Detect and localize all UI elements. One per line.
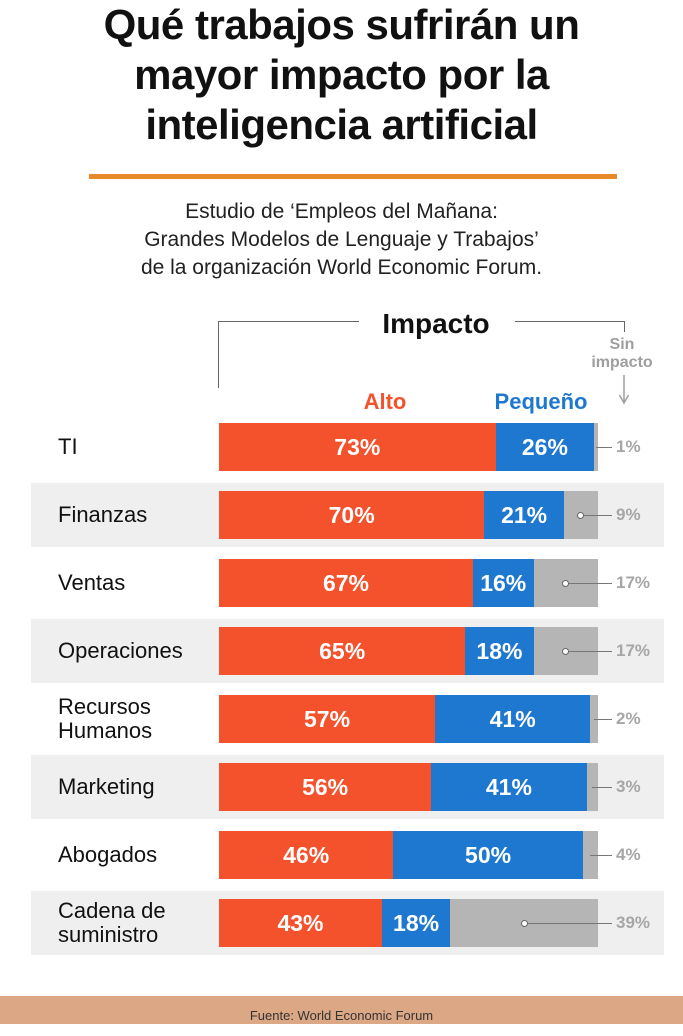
leader-dot bbox=[577, 512, 585, 519]
bar-segment-alto bbox=[219, 559, 473, 607]
accent-rule bbox=[89, 174, 617, 179]
category-label-line: TI bbox=[58, 434, 78, 459]
category-label-line: Humanos bbox=[58, 718, 153, 743]
data-label-pequeno: 18% bbox=[476, 638, 523, 664]
bar-segment-alto bbox=[219, 491, 485, 539]
category-label: TI bbox=[58, 435, 218, 459]
category-label: Marketing bbox=[58, 775, 218, 799]
impacto-bracket-left bbox=[218, 321, 359, 388]
title-line-1: Qué trabajos sufrirán un bbox=[103, 1, 580, 48]
bar-segment-pequeno bbox=[465, 627, 534, 675]
data-label-sin-impacto: 3% bbox=[616, 777, 641, 796]
bar-segment-alto bbox=[219, 763, 432, 811]
subtitle-line-2: Grandes Modelos de Lenguaje y Trabajos’ bbox=[144, 228, 539, 251]
sin-impacto-line-1: Sin bbox=[609, 336, 635, 353]
data-label-pequeno: 18% bbox=[393, 910, 440, 936]
leader-dot bbox=[562, 648, 570, 655]
category-label: Abogados bbox=[58, 843, 218, 867]
subtitle-line-3: de la organización World Economic Forum. bbox=[140, 256, 543, 279]
leader-line bbox=[596, 447, 612, 448]
sin-impacto-header: Sin impacto bbox=[583, 336, 661, 372]
category-label-line: Ventas bbox=[58, 570, 126, 595]
data-label-pequeno: 41% bbox=[485, 774, 532, 800]
data-label-sin-impacto: 2% bbox=[616, 709, 641, 728]
data-label-sin-impacto: 17% bbox=[616, 641, 651, 660]
data-label-sin-impacto: 4% bbox=[616, 845, 641, 864]
sin-impacto-line-2: impacto bbox=[591, 354, 653, 371]
category-label-line: Abogados bbox=[58, 842, 158, 867]
category-label: Recursos Humanos bbox=[58, 695, 218, 743]
category-label-line: Finanzas bbox=[58, 502, 148, 527]
data-label-alto: 70% bbox=[328, 502, 375, 528]
data-label-alto: 56% bbox=[302, 774, 349, 800]
leader-dot bbox=[520, 920, 528, 927]
category-label-line: Marketing bbox=[58, 774, 155, 799]
data-label-sin-impacto: 1% bbox=[616, 437, 641, 456]
data-label-alto: 65% bbox=[319, 638, 366, 664]
bar-segment-pequeno bbox=[435, 695, 591, 743]
bar-segment-sin-impacto bbox=[590, 695, 598, 743]
data-label-sin-impacto: 9% bbox=[616, 505, 641, 524]
legend-alto: Alto bbox=[363, 389, 407, 414]
bar-segment-alto bbox=[219, 627, 466, 675]
data-label-pequeno: 41% bbox=[489, 706, 536, 732]
bar-segment-pequeno bbox=[472, 559, 534, 607]
data-label-pequeno: 50% bbox=[465, 842, 512, 868]
leader-dot bbox=[562, 580, 570, 587]
data-label-pequeno: 21% bbox=[501, 502, 548, 528]
leader-line bbox=[580, 515, 612, 516]
legend-pequeno: Pequeño bbox=[494, 389, 588, 414]
category-label: Operaciones bbox=[58, 639, 218, 663]
bar-segment-sin-impacto bbox=[586, 763, 598, 811]
data-label-alto: 46% bbox=[283, 842, 330, 868]
leader-line bbox=[524, 923, 612, 924]
chart-title: Qué trabajos sufrirán un mayor impacto p… bbox=[0, 0, 683, 150]
category-label: Cadena de suministro bbox=[58, 899, 218, 947]
data-label-alto: 73% bbox=[334, 434, 381, 460]
title-line-2: mayor impacto por la bbox=[134, 51, 549, 98]
bar-segment-pequeno bbox=[393, 831, 583, 879]
bar-segment-alto bbox=[219, 695, 436, 743]
category-label-line: Recursos bbox=[58, 694, 151, 719]
category-label: Ventas bbox=[58, 571, 218, 595]
bar-segment-pequeno bbox=[484, 491, 564, 539]
bar-segment-alto bbox=[219, 423, 496, 471]
leader-line bbox=[565, 651, 612, 652]
bar-segment-alto bbox=[219, 831, 394, 879]
category-label-line: suministro bbox=[58, 922, 159, 947]
data-label-sin-impacto: 17% bbox=[616, 573, 651, 592]
leader-line bbox=[592, 787, 612, 788]
data-label-pequeno: 16% bbox=[480, 570, 527, 596]
data-label-sin-impacto: 39% bbox=[616, 913, 651, 932]
data-label-alto: 57% bbox=[303, 706, 351, 732]
impacto-header: Impacto bbox=[360, 308, 512, 340]
source-footer: Fuente: World Economic Forum bbox=[0, 996, 683, 1024]
down-arrow-icon bbox=[618, 375, 630, 405]
data-label-alto: 43% bbox=[277, 910, 324, 936]
data-label-pequeno: 26% bbox=[521, 434, 568, 460]
leader-line bbox=[565, 583, 612, 584]
data-label-alto: 67% bbox=[322, 570, 369, 596]
category-label-line: Operaciones bbox=[58, 638, 183, 663]
bar-segment-pequeno bbox=[431, 763, 587, 811]
impacto-bracket-right bbox=[515, 321, 625, 332]
bar-segment-pequeno bbox=[495, 423, 595, 471]
category-label-line: Cadena de bbox=[58, 898, 166, 923]
subtitle-line-1: Estudio de ‘Empleos del Mañana: bbox=[185, 200, 498, 223]
bar-segment-alto bbox=[219, 899, 382, 947]
category-label: Finanzas bbox=[58, 503, 218, 527]
leader-line bbox=[590, 855, 612, 856]
bar-segment-pequeno bbox=[381, 899, 451, 947]
title-line-3: inteligencia artificial bbox=[145, 101, 538, 148]
leader-line bbox=[594, 719, 612, 720]
chart-subtitle: Estudio de ‘Empleos del Mañana: Grandes … bbox=[0, 198, 683, 282]
